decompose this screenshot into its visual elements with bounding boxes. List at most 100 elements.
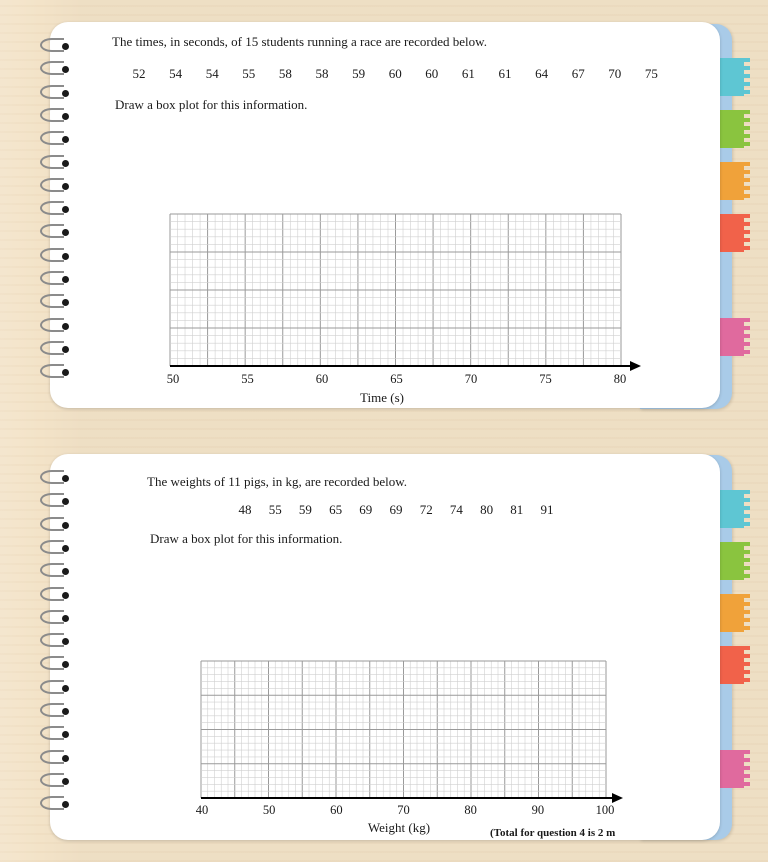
x-axis-label-2: Weight (kg) (367, 820, 431, 835)
x-axis-tick-label: 70 (464, 372, 478, 386)
spiral-ring (40, 364, 64, 379)
spiral-ring (40, 679, 64, 694)
data-value: 58 (278, 66, 292, 81)
punch-hole (62, 252, 69, 260)
x-axis-tick-label: 40 (195, 803, 209, 817)
punch-hole (62, 777, 69, 785)
spiral-ring (40, 586, 64, 601)
spiral-ring (40, 38, 64, 52)
spiral-ring (40, 470, 64, 484)
data-value: 54 (169, 66, 183, 81)
punch-hole (62, 614, 69, 622)
punch-hole (62, 66, 69, 74)
data-value: 69 (359, 502, 373, 517)
spiral-ring (40, 772, 64, 787)
punch-hole (62, 684, 69, 692)
punch-hole (62, 89, 69, 97)
tab-green[interactable] (716, 542, 750, 580)
punch-hole (62, 568, 69, 576)
spiral-ring (40, 61, 64, 76)
spiral-ring (40, 633, 64, 648)
spiral-ring (40, 247, 64, 262)
spiral-ring (40, 703, 64, 717)
x-axis-tick-label: 90 (531, 803, 545, 817)
x-axis-arrow-icon (630, 361, 641, 371)
data-value: 74 (449, 502, 463, 517)
punch-hole (62, 229, 69, 237)
punch-hole (62, 182, 69, 190)
graph-paper-grid-1[interactable] (0, 0, 768, 420)
spiral-ring (40, 340, 64, 355)
data-value: 91 (540, 502, 554, 517)
punch-hole (62, 276, 69, 283)
data-value: 52 (132, 66, 146, 81)
tab-pink[interactable] (716, 318, 750, 356)
spiral-ring (40, 516, 64, 531)
x-axis-tick-label: 60 (315, 372, 329, 386)
tab-cyan[interactable] (716, 58, 750, 96)
spiral-ring (40, 609, 64, 624)
spiral-ring (40, 317, 64, 332)
punch-hole (62, 708, 69, 715)
punch-hole (62, 498, 69, 506)
data-value: 55 (242, 66, 256, 81)
spiral-ring (40, 493, 64, 508)
punch-hole (62, 591, 69, 599)
punch-hole (62, 112, 69, 120)
spiral-ring (40, 563, 64, 578)
tab-cyan[interactable] (716, 490, 750, 528)
spiral-ring (40, 749, 64, 764)
question-1-instruction: Draw a box plot for this information. (115, 97, 308, 112)
tab-red[interactable] (716, 214, 750, 252)
data-value: 55 (268, 502, 282, 517)
x-axis-tick-label: 65 (390, 372, 403, 386)
punch-hole (62, 475, 69, 482)
punch-hole (62, 136, 69, 144)
tab-green[interactable] (716, 110, 750, 148)
spiral-ring (40, 154, 64, 169)
data-value: 59 (298, 502, 312, 517)
x-axis-tick-label: 80 (613, 372, 627, 386)
punch-hole (62, 43, 69, 50)
punch-hole (62, 661, 69, 669)
spiral-ring (40, 84, 64, 99)
punch-hole (62, 206, 69, 214)
data-value: 80 (480, 502, 494, 517)
x-axis-tick-label: 55 (241, 372, 254, 386)
punch-hole (62, 544, 69, 552)
tab-orange[interactable] (716, 162, 750, 200)
data-value: 69 (389, 502, 403, 517)
data-value: 48 (238, 502, 252, 517)
question-1-intro: The times, in seconds, of 15 students ru… (112, 34, 487, 49)
x-axis-label-1: Time (s) (360, 390, 404, 405)
punch-hole (62, 322, 69, 330)
x-axis-tick-label: 75 (539, 372, 552, 386)
spiral-ring (40, 201, 64, 216)
x-axis-tick-label: 70 (397, 803, 410, 817)
spiral-ring (40, 294, 64, 309)
tab-pink[interactable] (716, 750, 750, 788)
data-value: 61 (461, 66, 475, 81)
punch-hole (62, 521, 69, 529)
x-axis-tick-label: 100 (595, 803, 615, 817)
punch-hole (62, 159, 69, 167)
data-value: 58 (315, 66, 329, 81)
punch-hole (62, 299, 69, 307)
x-axis-tick-label: 80 (464, 803, 477, 817)
punch-hole (62, 345, 69, 353)
worksheet-card-2 (50, 454, 720, 840)
spiral-ring (40, 796, 64, 811)
question-total-footer: (Total for question 4 is 2 m (490, 827, 616, 839)
tab-red[interactable] (716, 646, 750, 684)
question-2-data-values: 48 55 59 65 69 69 72 74 80 81 91 (0, 502, 768, 520)
punch-hole (62, 801, 69, 809)
x-axis-tick-label: 50 (262, 803, 276, 817)
data-value: 61 (498, 66, 512, 81)
tab-orange[interactable] (716, 594, 750, 632)
question-1-data-values: 52 54 54 55 58 58 59 60 60 61 61 64 67 70 75 (0, 66, 768, 84)
spiral-ring (40, 224, 64, 239)
question-2-instruction: Draw a box plot for this information. (150, 531, 343, 546)
spiral-ring (40, 107, 64, 122)
